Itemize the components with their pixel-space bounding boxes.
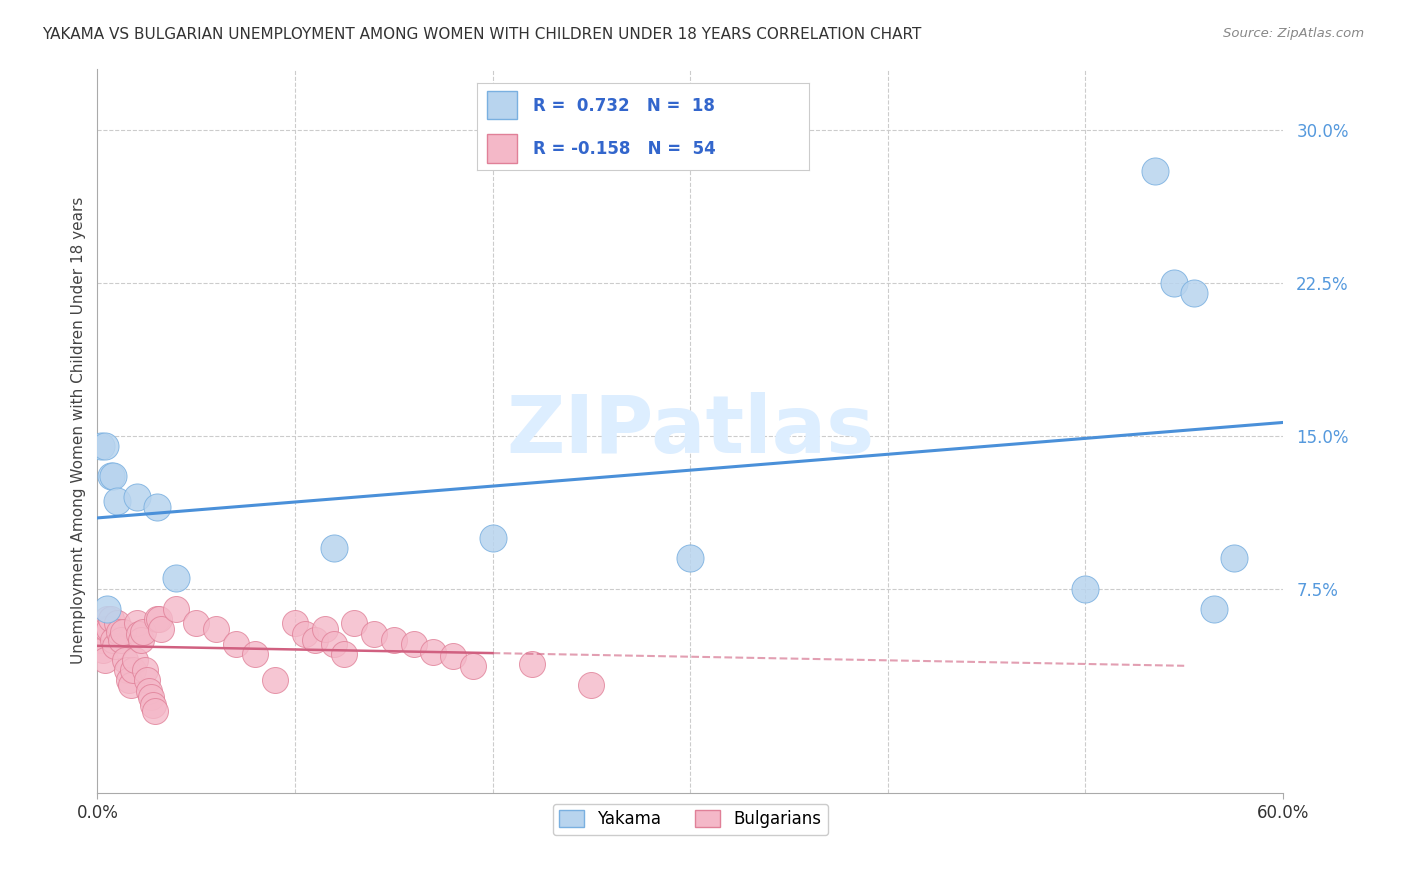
Point — [304, 632, 326, 647]
Point — [402, 637, 425, 651]
Point — [118, 673, 141, 688]
Point — [314, 623, 336, 637]
Point — [100, 612, 122, 626]
Point — [96, 602, 118, 616]
Point — [89, 623, 111, 637]
Point — [1182, 285, 1205, 300]
Point — [100, 469, 122, 483]
Point — [114, 653, 136, 667]
Point — [186, 616, 208, 631]
Point — [125, 616, 148, 631]
Point — [382, 632, 405, 647]
Point — [363, 626, 385, 640]
Point — [264, 673, 287, 688]
Point — [441, 648, 464, 663]
Point — [461, 659, 484, 673]
Point — [1074, 582, 1097, 596]
Point — [333, 647, 356, 661]
Point — [148, 612, 170, 626]
Point — [105, 494, 128, 508]
Point — [165, 602, 187, 616]
Point — [125, 490, 148, 504]
Point — [225, 637, 247, 651]
Point — [128, 626, 150, 640]
Point — [101, 632, 124, 647]
Point — [90, 632, 112, 647]
Point — [1222, 551, 1244, 566]
Point — [323, 541, 346, 555]
Point — [96, 623, 118, 637]
Point — [91, 643, 114, 657]
Point — [132, 624, 155, 639]
Point — [108, 624, 131, 639]
Text: YAKAMA VS BULGARIAN UNEMPLOYMENT AMONG WOMEN WITH CHILDREN UNDER 18 YEARS CORREL: YAKAMA VS BULGARIAN UNEMPLOYMENT AMONG W… — [42, 27, 921, 42]
Point — [98, 623, 121, 637]
Point — [1143, 163, 1166, 178]
Point — [245, 647, 267, 661]
Point — [294, 626, 316, 640]
Point — [145, 500, 167, 514]
Point — [101, 469, 124, 483]
Point — [124, 653, 146, 667]
Point — [165, 572, 187, 586]
Point — [94, 439, 117, 453]
Point — [284, 616, 307, 631]
Point — [481, 531, 503, 545]
Point — [96, 612, 118, 626]
Point — [134, 663, 156, 677]
Point — [112, 624, 135, 639]
Point — [581, 677, 603, 691]
Point — [104, 639, 127, 653]
Point — [422, 645, 444, 659]
Point — [105, 616, 128, 631]
Y-axis label: Unemployment Among Women with Children Under 18 years: Unemployment Among Women with Children U… — [72, 197, 86, 665]
Legend: Yakama, Bulgarians: Yakama, Bulgarians — [553, 804, 828, 835]
Point — [90, 439, 112, 453]
Point — [138, 683, 160, 698]
Point — [94, 653, 117, 667]
Point — [143, 704, 166, 718]
Point — [122, 663, 145, 677]
Point — [129, 632, 152, 647]
Point — [679, 551, 702, 566]
Text: Source: ZipAtlas.com: Source: ZipAtlas.com — [1223, 27, 1364, 40]
Point — [110, 632, 132, 647]
Point — [1163, 276, 1185, 290]
Point — [323, 637, 346, 651]
Point — [142, 698, 165, 712]
Point — [520, 657, 543, 672]
Point — [135, 673, 157, 688]
Point — [145, 612, 167, 626]
Point — [343, 616, 366, 631]
Point — [139, 690, 162, 704]
Point — [1202, 602, 1225, 616]
Point — [205, 623, 228, 637]
Point — [149, 623, 172, 637]
Point — [120, 677, 142, 691]
Point — [115, 663, 138, 677]
Text: ZIPatlas: ZIPatlas — [506, 392, 875, 469]
